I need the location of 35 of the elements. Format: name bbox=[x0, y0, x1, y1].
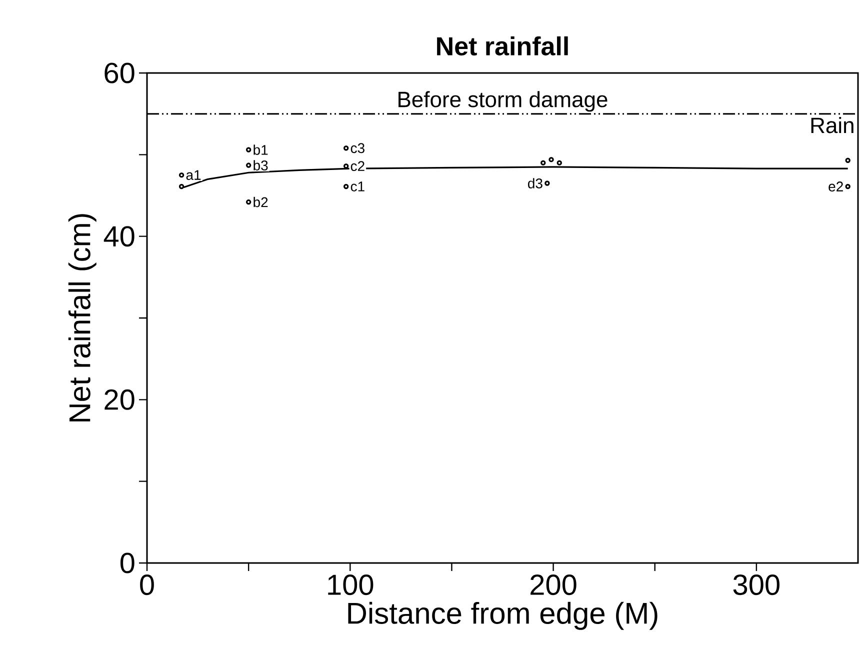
x-tick-label: 200 bbox=[530, 574, 576, 596]
point bbox=[556, 160, 562, 166]
point bbox=[343, 146, 349, 151]
ref-line-label: Before storm damage bbox=[398, 91, 608, 112]
y-tick-label: 20 bbox=[104, 389, 134, 410]
annotation: b3 bbox=[254, 160, 268, 170]
point bbox=[246, 199, 252, 205]
y-tick-label: 60 bbox=[104, 62, 134, 84]
annotation: c1 bbox=[350, 182, 364, 192]
point bbox=[343, 184, 349, 190]
annotation: Rain bbox=[811, 117, 854, 134]
point bbox=[845, 158, 850, 163]
y-tick-label: 40 bbox=[104, 226, 134, 247]
point bbox=[845, 184, 850, 190]
annotation: d3 bbox=[528, 178, 542, 188]
annotation: b2 bbox=[254, 196, 268, 208]
point bbox=[178, 184, 184, 190]
annotation: a1 bbox=[186, 170, 201, 180]
point bbox=[178, 172, 184, 178]
point bbox=[548, 156, 554, 162]
x-axis-title: Distance from edge (M) bbox=[348, 602, 658, 630]
x-tick-label: 100 bbox=[328, 574, 374, 596]
x-tick-label: 0 bbox=[140, 574, 154, 596]
annotation: e2 bbox=[828, 182, 843, 192]
point bbox=[246, 162, 252, 168]
x-tick-label: 300 bbox=[733, 574, 780, 596]
y-tick-label: 0 bbox=[120, 552, 134, 574]
chart-title: Net rainfall bbox=[437, 36, 568, 56]
y-axis-title: Net rainfall (cm) bbox=[68, 214, 96, 422]
point bbox=[540, 160, 546, 166]
annotation: c2 bbox=[350, 161, 364, 172]
point bbox=[544, 180, 550, 186]
point bbox=[246, 147, 252, 152]
annotation: b1 bbox=[254, 144, 268, 155]
annotation: c3 bbox=[350, 143, 364, 154]
